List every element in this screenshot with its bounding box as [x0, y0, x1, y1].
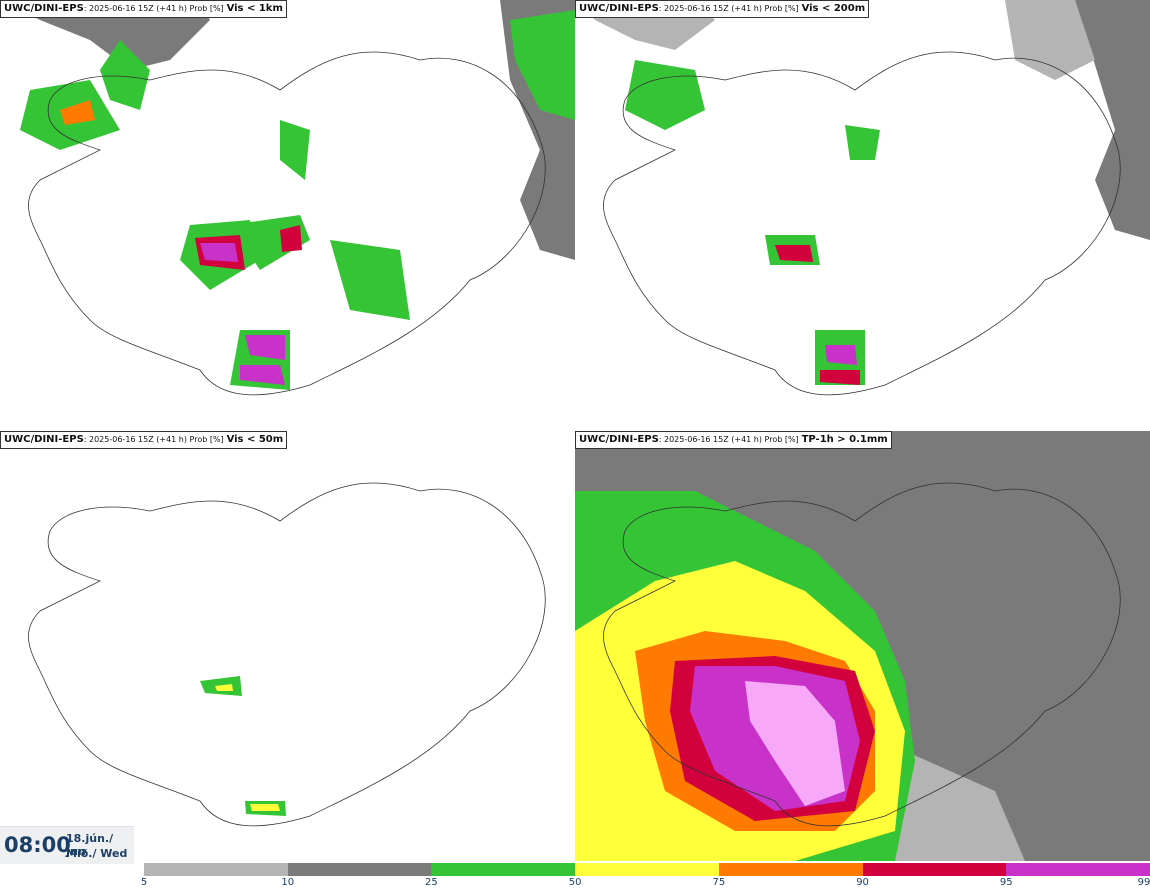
colorbar-tick-label: 5 [140, 877, 148, 888]
colorbar-segment [1006, 863, 1150, 876]
valid-time: 08:00 [4, 833, 71, 857]
model-name: UWC/DINI-EPS [579, 434, 659, 445]
panel-title: UWC/DINI-EPS: 2025-06-16 15Z (+41 h) Pro… [575, 431, 892, 449]
colorbar-segment [287, 863, 432, 876]
valid-date: 18.jún./ Jun [66, 832, 114, 858]
run-info: : 2025-06-16 15Z (+41 h) Prob [%] [658, 435, 799, 444]
map-panel-vis-50m: UWC/DINI-EPS: 2025-06-16 15Z (+41 h) Pro… [0, 431, 575, 861]
run-info: : 2025-06-16 15Z (+41 h) Prob [%] [83, 435, 224, 444]
colorbar-tick-label: 50 [568, 877, 582, 888]
panel-title: UWC/DINI-EPS: 2025-06-16 15Z (+41 h) Pro… [0, 0, 287, 18]
colorbar [144, 863, 1150, 876]
panel-title: UWC/DINI-EPS: 2025-06-16 15Z (+41 h) Pro… [0, 431, 288, 449]
model-name: UWC/DINI-EPS [579, 3, 659, 14]
colorbar-segment [575, 863, 719, 876]
run-info: : 2025-06-16 15Z (+41 h) Prob [%] [83, 4, 224, 13]
map-vis-50m [28, 482, 546, 827]
map-tp-1h [575, 431, 1150, 861]
map-vis-200m [575, 0, 1150, 396]
map-panel-vis-200m: UWC/DINI-EPS: 2025-06-16 15Z (+41 h) Pro… [575, 0, 1150, 430]
colorbar-tick-label: 75 [712, 877, 726, 888]
colorbar-segment [718, 863, 863, 876]
colorbar-tick-label: 95 [999, 877, 1013, 888]
variable-name: Vis < 1km [226, 3, 283, 14]
model-name: UWC/DINI-EPS [4, 434, 84, 445]
colorbar-tick-label: 25 [425, 877, 438, 888]
model-name: UWC/DINI-EPS [4, 3, 84, 14]
colorbar-tick-label: 99 [1137, 877, 1150, 888]
valid-weekday: Mið./ Wed [66, 847, 128, 860]
panel-title: UWC/DINI-EPS: 2025-06-16 15Z (+41 h) Pro… [575, 0, 870, 18]
colorbar-tick-label: 10 [281, 877, 295, 888]
run-info: : 2025-06-16 15Z (+41 h) Prob [%] [658, 4, 799, 13]
map-vis-1km [0, 0, 575, 396]
colorbar-segment [431, 863, 576, 876]
variable-name: Vis < 200m [801, 3, 866, 14]
map-panel-vis-1km: UWC/DINI-EPS: 2025-06-16 15Z (+41 h) Pro… [0, 0, 575, 430]
valid-time-box: 08:00 18.jún./ Jun Mið./ Wed [0, 826, 134, 864]
colorbar-tick-label: 90 [856, 877, 869, 888]
colorbar-segment [144, 863, 288, 876]
colorbar-segment [862, 863, 1007, 876]
variable-name: Vis < 50m [226, 434, 284, 445]
variable-name: TP-1h > 0.1mm [801, 434, 888, 445]
map-panel-precip: UWC/DINI-EPS: 2025-06-16 15Z (+41 h) Pro… [575, 431, 1150, 861]
